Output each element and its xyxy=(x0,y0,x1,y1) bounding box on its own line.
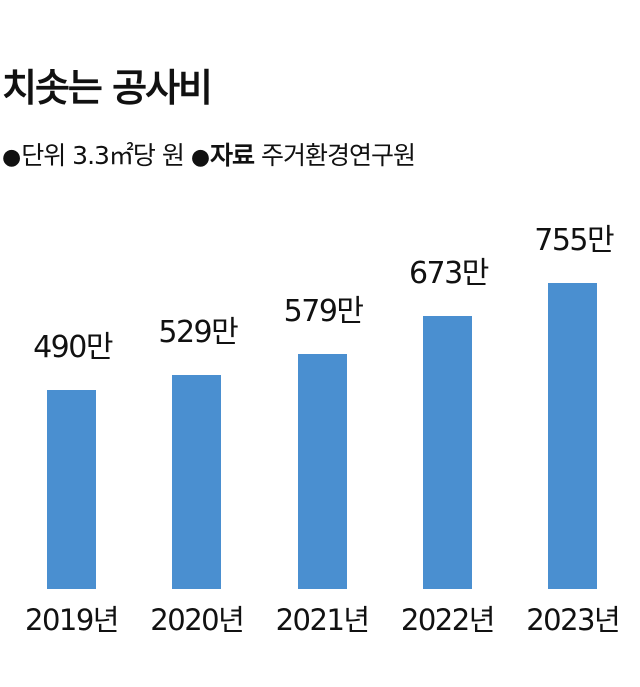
bullet-icon: ● xyxy=(2,145,21,170)
unit-label: 단위 xyxy=(21,141,66,170)
value-label: 529만 xyxy=(158,315,238,350)
value-label: 673만 xyxy=(408,256,489,291)
category-label: 2022년 xyxy=(400,603,495,637)
category-label: 2023년 xyxy=(526,603,620,637)
category-label: 2021년 xyxy=(275,603,370,637)
bar xyxy=(548,283,598,589)
source-label: 자료 xyxy=(210,141,255,170)
bar xyxy=(47,390,96,589)
value-label: 755만 xyxy=(534,223,614,258)
source-value: 주거환경연구원 xyxy=(261,141,416,170)
value-label: 579만 xyxy=(283,294,364,329)
category-label: 2020년 xyxy=(150,603,244,637)
category-label: 2019년 xyxy=(25,603,119,637)
bar xyxy=(297,354,347,589)
value-label: 490만 xyxy=(33,330,113,365)
chart-meta: ●단위 3.3㎡당 원 ●자료 주거환경연구원 xyxy=(2,138,416,176)
chart-title: 치솟는 공사비 xyxy=(2,66,213,110)
bullet-icon: ● xyxy=(190,145,210,170)
bar xyxy=(422,316,472,589)
bar xyxy=(172,375,222,589)
unit-value: 3.3㎡당 원 xyxy=(72,141,185,170)
